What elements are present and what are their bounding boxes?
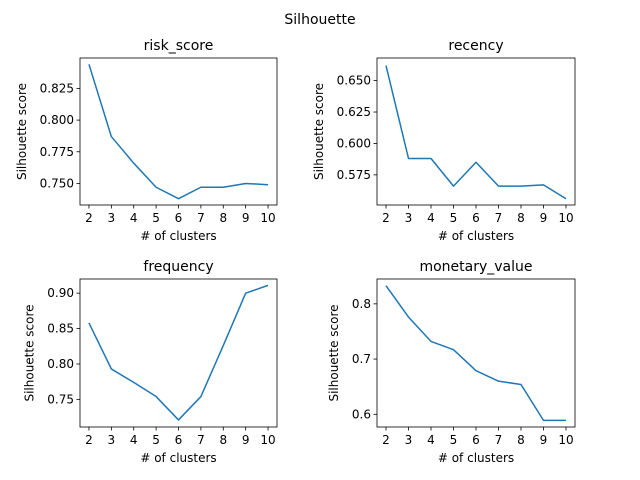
y-axis-label: Silhouette score [23,304,37,401]
subplot-recency: recency 2 3 4 5 6 7 8 9 10 0.575 0.600 0.625 0.650 # o… [312,38,576,243]
x-tick-label: 3 [405,433,413,447]
x-tick-label: 2 [382,211,390,225]
x-tick-label: 6 [175,433,183,447]
y-tick-label: 0.7 [352,352,371,366]
x-tick-label: 5 [450,433,458,447]
y-tick-label: 0.8 [352,297,371,311]
x-axis-label: # of clusters [140,229,216,243]
y-tick-label: 0.85 [47,322,74,336]
x-tick-label: 7 [495,433,503,447]
x-tick-label: 7 [197,211,205,225]
x-tick-label: 9 [540,211,548,225]
x-axis-label: # of clusters [438,229,514,243]
y-tick-label: 0.6 [352,407,371,421]
x-tick-label: 5 [152,433,160,447]
y-tick-label: 0.750 [40,176,74,190]
x-tick-label: 3 [108,433,116,447]
x-tick-label: 10 [558,433,573,447]
y-tick-label: 0.825 [40,81,74,95]
x-tick-label: 7 [495,211,503,225]
subplot-title: frequency [143,259,213,275]
plot-frame [376,57,576,206]
x-tick-label: 8 [517,433,525,447]
y-tick-label: 0.800 [40,113,74,127]
x-tick-label: 4 [130,433,138,447]
y-tick-label: 0.625 [337,105,371,119]
subplot-risk-score: risk_score 2 3 4 5 6 7 8 9 10 0.750 0.775 0.800 0.825… [15,38,278,243]
plot-frame [79,57,278,206]
series-line [385,65,567,200]
y-axis-label: Silhouette score [15,83,29,180]
y-tick-label: 0.650 [337,74,371,88]
y-tick-label: 0.80 [47,357,74,371]
subplot-title: risk_score [144,38,214,54]
x-tick-label: 2 [382,433,390,447]
subplot-monetary-value: monetary_value 2 3 4 5 6 7 8 9 10 0.6 0.7 0.8 # of cl… [327,259,576,465]
x-tick-label: 6 [175,211,183,225]
x-tick-label: 5 [152,211,160,225]
x-tick-label: 9 [242,211,250,225]
x-axis-label: # of clusters [438,451,514,465]
y-axis-label: Silhouette score [312,83,326,180]
y-tick-label: 0.90 [47,286,74,300]
x-tick-label: 9 [242,433,250,447]
y-tick-label: 0.575 [337,168,371,182]
x-tick-label: 10 [260,211,275,225]
y-axis-label: Silhouette score [327,304,341,401]
y-tick-label: 0.75 [47,392,74,406]
series-line [385,285,566,422]
x-tick-label: 8 [219,433,227,447]
x-tick-label: 3 [108,211,116,225]
series-line [88,64,269,200]
x-tick-label: 2 [85,211,93,225]
figure-title: Silhouette [284,12,355,28]
y-tick-label: 0.600 [337,136,371,150]
x-tick-label: 8 [517,211,525,225]
plot-frame [79,278,278,428]
x-tick-label: 2 [85,433,93,447]
x-tick-label: 4 [130,211,138,225]
x-tick-label: 4 [427,433,435,447]
subplot-title: recency [448,38,503,54]
x-axis-label: # of clusters [140,451,216,465]
x-tick-label: 10 [558,211,573,225]
subplot-frequency: frequency 2 3 4 5 6 7 8 9 10 0.75 0.80 0.85 0.90 # of … [23,259,278,465]
subplot-title: monetary_value [419,259,532,275]
x-tick-label: 6 [472,433,480,447]
x-tick-label: 10 [260,433,275,447]
y-tick-label: 0.775 [40,145,74,159]
x-tick-label: 4 [427,211,435,225]
x-tick-label: 6 [472,211,480,225]
series-line [88,284,269,421]
x-tick-label: 5 [450,211,458,225]
plot-frame [376,278,576,428]
x-tick-label: 3 [405,211,413,225]
x-tick-label: 8 [219,211,227,225]
x-tick-label: 9 [540,433,548,447]
x-tick-label: 7 [197,433,205,447]
